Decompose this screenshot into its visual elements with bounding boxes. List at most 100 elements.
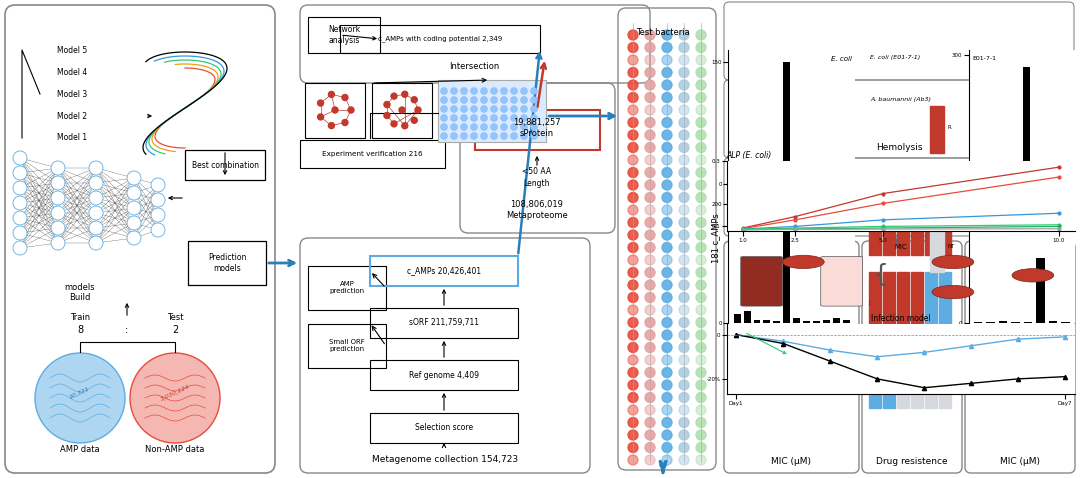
Circle shape — [627, 80, 638, 90]
Circle shape — [645, 142, 654, 152]
Circle shape — [500, 87, 508, 95]
Bar — [300, 140, 445, 168]
Circle shape — [696, 142, 706, 152]
Bar — [188, 241, 266, 285]
Circle shape — [13, 211, 27, 225]
Circle shape — [645, 93, 654, 102]
Circle shape — [441, 132, 447, 140]
Circle shape — [500, 115, 508, 121]
Text: E. coli: E. coli — [831, 55, 851, 62]
Circle shape — [399, 107, 405, 113]
Circle shape — [450, 106, 458, 112]
Circle shape — [679, 417, 689, 427]
Circle shape — [696, 167, 706, 177]
Circle shape — [696, 293, 706, 303]
Circle shape — [471, 87, 477, 95]
Circle shape — [627, 105, 638, 115]
Ellipse shape — [932, 285, 974, 299]
Circle shape — [662, 330, 672, 340]
Text: sProtein: sProtein — [519, 130, 554, 139]
Circle shape — [696, 455, 706, 465]
Circle shape — [679, 55, 689, 65]
Circle shape — [679, 317, 689, 327]
Circle shape — [328, 122, 335, 129]
Circle shape — [679, 30, 689, 40]
Circle shape — [679, 268, 689, 278]
Circle shape — [662, 230, 672, 240]
Circle shape — [51, 206, 65, 220]
Circle shape — [679, 193, 689, 203]
Text: Train: Train — [70, 314, 90, 323]
Circle shape — [696, 67, 706, 77]
Circle shape — [627, 455, 638, 465]
Circle shape — [391, 93, 397, 99]
Circle shape — [328, 91, 335, 98]
Circle shape — [662, 118, 672, 128]
Circle shape — [151, 208, 165, 222]
Circle shape — [627, 30, 638, 40]
Circle shape — [679, 43, 689, 53]
Text: Prediction
models: Prediction models — [207, 253, 246, 273]
Text: 10,321: 10,321 — [69, 386, 91, 400]
Bar — [754, 183, 760, 184]
Circle shape — [662, 280, 672, 290]
Circle shape — [696, 268, 706, 278]
Text: IPM: IPM — [866, 376, 876, 380]
Circle shape — [521, 106, 527, 112]
Text: Experiment verification 216: Experiment verification 216 — [322, 151, 422, 157]
Circle shape — [662, 142, 672, 152]
Bar — [804, 322, 810, 323]
Text: MIC (μM): MIC (μM) — [771, 457, 811, 467]
Circle shape — [696, 255, 706, 265]
Text: sORF 211,759,711: sORF 211,759,711 — [409, 318, 480, 327]
Circle shape — [679, 242, 689, 252]
Circle shape — [441, 123, 447, 130]
Circle shape — [645, 305, 654, 315]
Circle shape — [530, 123, 538, 130]
Circle shape — [645, 43, 654, 53]
Circle shape — [627, 430, 638, 440]
Bar — [940, 348, 951, 408]
Text: 19,881,257: 19,881,257 — [513, 118, 561, 127]
Text: NT: NT — [947, 244, 955, 249]
Bar — [308, 324, 386, 368]
Circle shape — [645, 217, 654, 228]
Circle shape — [662, 217, 672, 228]
Bar — [926, 195, 937, 255]
Text: Non-AMP data: Non-AMP data — [146, 445, 205, 455]
Circle shape — [627, 193, 638, 203]
Circle shape — [645, 230, 654, 240]
Bar — [370, 360, 518, 390]
Circle shape — [627, 67, 638, 77]
Circle shape — [127, 186, 141, 200]
Circle shape — [645, 405, 654, 415]
Circle shape — [696, 242, 706, 252]
Circle shape — [679, 355, 689, 365]
Text: Test bacteria: Test bacteria — [636, 28, 690, 37]
Text: Metaproteome: Metaproteome — [507, 211, 568, 220]
Bar — [813, 183, 820, 184]
Bar — [1034, 181, 1040, 184]
FancyBboxPatch shape — [821, 257, 863, 306]
Circle shape — [411, 117, 417, 123]
Circle shape — [13, 166, 27, 180]
Text: Drug resistence: Drug resistence — [876, 457, 948, 467]
Text: 2: 2 — [172, 325, 178, 335]
Bar — [1049, 321, 1057, 323]
Circle shape — [450, 115, 458, 121]
Text: Small ORF
prediction: Small ORF prediction — [329, 339, 365, 352]
Circle shape — [627, 180, 638, 190]
Circle shape — [696, 417, 706, 427]
Circle shape — [662, 417, 672, 427]
Circle shape — [645, 392, 654, 402]
Circle shape — [679, 455, 689, 465]
Circle shape — [627, 242, 638, 252]
Text: <50 AA: <50 AA — [523, 167, 552, 176]
Circle shape — [402, 123, 408, 129]
Circle shape — [696, 118, 706, 128]
Bar — [764, 320, 770, 323]
Circle shape — [679, 230, 689, 240]
Circle shape — [679, 343, 689, 352]
Circle shape — [696, 30, 706, 40]
Circle shape — [696, 180, 706, 190]
